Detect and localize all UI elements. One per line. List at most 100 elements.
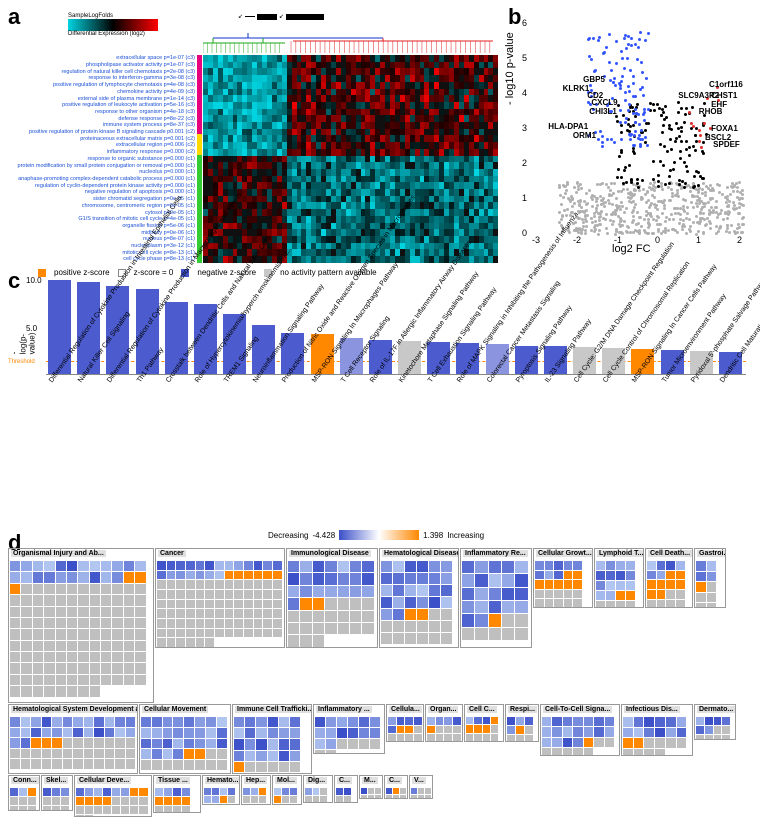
treemap-cell bbox=[112, 595, 122, 605]
treemap-cell bbox=[623, 717, 633, 727]
treemap-cell bbox=[78, 629, 88, 639]
treemap-cell bbox=[466, 734, 473, 741]
row-label: response to other organism p=4e-18 (c3) bbox=[8, 109, 195, 115]
treemap-cell bbox=[429, 633, 440, 644]
treemap-cell bbox=[429, 573, 440, 584]
treemap-group: Tissue ... bbox=[153, 775, 201, 813]
treemap-cell bbox=[474, 725, 481, 732]
treemap-cell bbox=[436, 734, 444, 742]
treemap-group-label: Immunological Disease bbox=[289, 550, 371, 557]
treemap-group: Cancer bbox=[155, 548, 285, 648]
treemap-cell bbox=[67, 675, 77, 685]
treemap-cell bbox=[234, 739, 244, 749]
treemap-cell bbox=[573, 590, 582, 599]
treemap-cell bbox=[666, 600, 675, 608]
treemap-cell bbox=[195, 739, 205, 749]
treemap-cell bbox=[10, 675, 20, 685]
treemap-cell bbox=[313, 635, 324, 646]
treemap-cell bbox=[42, 728, 52, 738]
treemap-group: Respi... bbox=[505, 704, 539, 742]
treemap-cell bbox=[195, 760, 205, 770]
treemap-cell bbox=[215, 600, 224, 609]
treemap-cell bbox=[655, 749, 665, 756]
treemap-cell bbox=[313, 561, 324, 572]
treemap-cell bbox=[10, 652, 20, 662]
treemap-cell bbox=[677, 728, 687, 738]
row-label: cell cycle phase p=8e-13 (c1) bbox=[8, 256, 195, 262]
treemap-cell bbox=[206, 760, 216, 770]
treemap-cell bbox=[273, 580, 282, 589]
treemap-cell bbox=[388, 726, 396, 734]
treemap-cell bbox=[362, 561, 373, 572]
treemap-group-label: Hematological System Development an... bbox=[11, 706, 138, 713]
treemap-cell bbox=[644, 749, 654, 756]
treemap-cell bbox=[368, 788, 374, 794]
treemap-cell bbox=[186, 590, 195, 599]
treemap-cell bbox=[288, 611, 299, 622]
treemap-cell bbox=[605, 727, 614, 736]
treemap-cell bbox=[268, 717, 278, 727]
treemap-cell bbox=[234, 571, 243, 580]
treemap-cell bbox=[254, 561, 263, 570]
treemap-cell bbox=[381, 561, 392, 572]
treemap-cell bbox=[21, 561, 31, 571]
treemap-cell bbox=[44, 663, 54, 673]
treemap-cell bbox=[28, 797, 36, 805]
treemap-cell bbox=[381, 585, 392, 596]
treemap-cell bbox=[152, 728, 162, 738]
treemap-cell bbox=[101, 607, 111, 617]
treemap-group-label: Respi... bbox=[508, 706, 537, 713]
treemap-cell bbox=[288, 561, 299, 572]
treemap-cell bbox=[76, 806, 84, 814]
treemap-cell bbox=[21, 584, 31, 594]
row-label: proteinaceous extracellular matrix p=0.0… bbox=[8, 136, 195, 142]
treemap-cell bbox=[115, 738, 125, 748]
treemap-cell bbox=[542, 717, 551, 726]
treemap-cell bbox=[76, 797, 84, 805]
treemap-cell bbox=[44, 618, 54, 628]
treemap-cell bbox=[290, 788, 297, 795]
row-label: nucleolus p=0.000 (c1) bbox=[8, 169, 195, 175]
treemap-cell bbox=[85, 797, 93, 805]
treemap-cell bbox=[121, 806, 129, 814]
treemap-cell bbox=[573, 727, 582, 736]
treemap-cell bbox=[94, 759, 104, 769]
treemap-cell bbox=[616, 591, 625, 600]
treemap-cell bbox=[417, 573, 428, 584]
treemap-cell bbox=[381, 597, 392, 608]
treemap-cell bbox=[101, 561, 111, 571]
treemap-cell bbox=[10, 749, 20, 759]
treemap-cell bbox=[634, 738, 644, 748]
treemap-cell bbox=[101, 595, 111, 605]
treemap-cell bbox=[274, 796, 281, 803]
treemap-cell bbox=[244, 619, 253, 628]
treemap-cell bbox=[722, 735, 730, 740]
treemap-cell bbox=[135, 663, 145, 673]
treemap-cell bbox=[44, 629, 54, 639]
treemap-cell bbox=[273, 571, 282, 580]
treemap-cell bbox=[112, 797, 120, 805]
treemap-cell bbox=[78, 675, 88, 685]
treemap-cell bbox=[73, 728, 83, 738]
treemap-cell bbox=[573, 580, 582, 589]
treemap-cell bbox=[596, 591, 605, 600]
row-label: regulation of natural killer cell chemot… bbox=[8, 69, 195, 75]
treemap-cell bbox=[112, 675, 122, 685]
treemap-cell bbox=[647, 561, 656, 570]
treemap-cell bbox=[337, 728, 347, 738]
treemap-cell bbox=[212, 788, 219, 795]
treemap-cell bbox=[502, 561, 514, 573]
treemap-cell bbox=[94, 738, 104, 748]
treemap-cell bbox=[245, 751, 255, 761]
treemap-cell bbox=[405, 633, 416, 644]
treemap-cell bbox=[516, 717, 524, 725]
treemap-cell bbox=[475, 574, 487, 586]
treemap-cell bbox=[184, 749, 194, 759]
treemap-cell bbox=[414, 734, 422, 742]
treemap-cell bbox=[359, 717, 369, 727]
treemap-cell bbox=[722, 717, 730, 725]
treemap-cell bbox=[362, 611, 373, 622]
treemap-cell bbox=[90, 595, 100, 605]
treemap-cell bbox=[176, 571, 185, 580]
treemap-cell bbox=[78, 561, 88, 571]
